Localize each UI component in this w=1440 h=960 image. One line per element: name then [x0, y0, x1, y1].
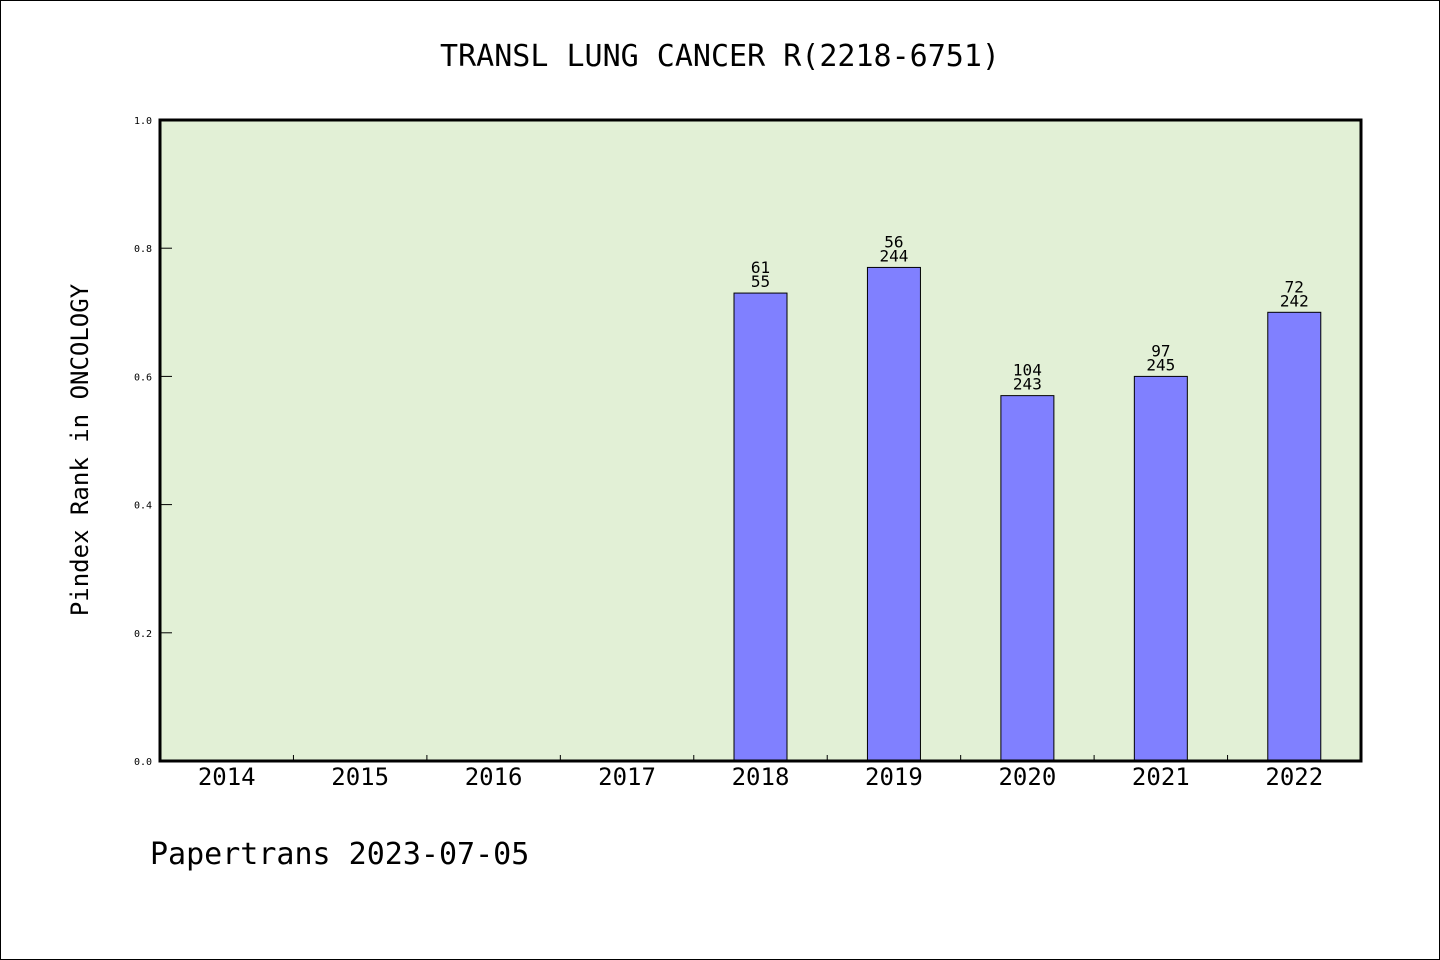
footer-text: Papertrans 2023-07-05	[150, 837, 529, 872]
bar	[1267, 311, 1322, 762]
x-tick-label: 2018	[732, 763, 790, 791]
x-tick-label: 2015	[331, 763, 389, 791]
x-tick-label: 2022	[1265, 763, 1323, 791]
y-tick-label: 0.2	[134, 629, 152, 640]
plot-border	[158, 118, 1363, 763]
chart-title: TRANSL LUNG CANCER R(2218-6751)	[440, 39, 1000, 74]
x-tick-label: 2014	[198, 763, 256, 791]
bar-label-top: 104	[1013, 361, 1042, 380]
bar-label-top: 72	[1285, 277, 1304, 296]
bar-label-top: 61	[751, 258, 770, 277]
bar-label-bottom: 242	[1280, 291, 1309, 310]
bar-label-bottom: 244	[879, 246, 908, 265]
y-axis-label: Pindex Rank in ONCOLOGY	[66, 283, 94, 616]
bar	[1000, 395, 1055, 762]
bar-label-bottom: 243	[1013, 375, 1042, 394]
bar	[1133, 375, 1188, 762]
y-tick-label: 0.0	[134, 757, 152, 768]
x-tick-label: 2017	[598, 763, 656, 791]
bar-label-top: 56	[884, 232, 903, 251]
y-tick-label: 0.6	[134, 372, 152, 383]
x-tick-label: 2016	[465, 763, 523, 791]
x-tick-label: 2020	[998, 763, 1056, 791]
bar-label-top: 97	[1151, 341, 1170, 360]
bar-label-bottom: 245	[1146, 355, 1175, 374]
y-tick-label: 0.4	[134, 501, 152, 512]
bar-label-bottom: 55	[751, 272, 770, 291]
y-tick-label: 0.8	[134, 244, 152, 255]
y-tick-label: 1.0	[134, 116, 152, 127]
x-tick-label: 2021	[1132, 763, 1190, 791]
bar	[866, 266, 921, 762]
bar	[733, 292, 788, 762]
x-tick-label: 2019	[865, 763, 923, 791]
